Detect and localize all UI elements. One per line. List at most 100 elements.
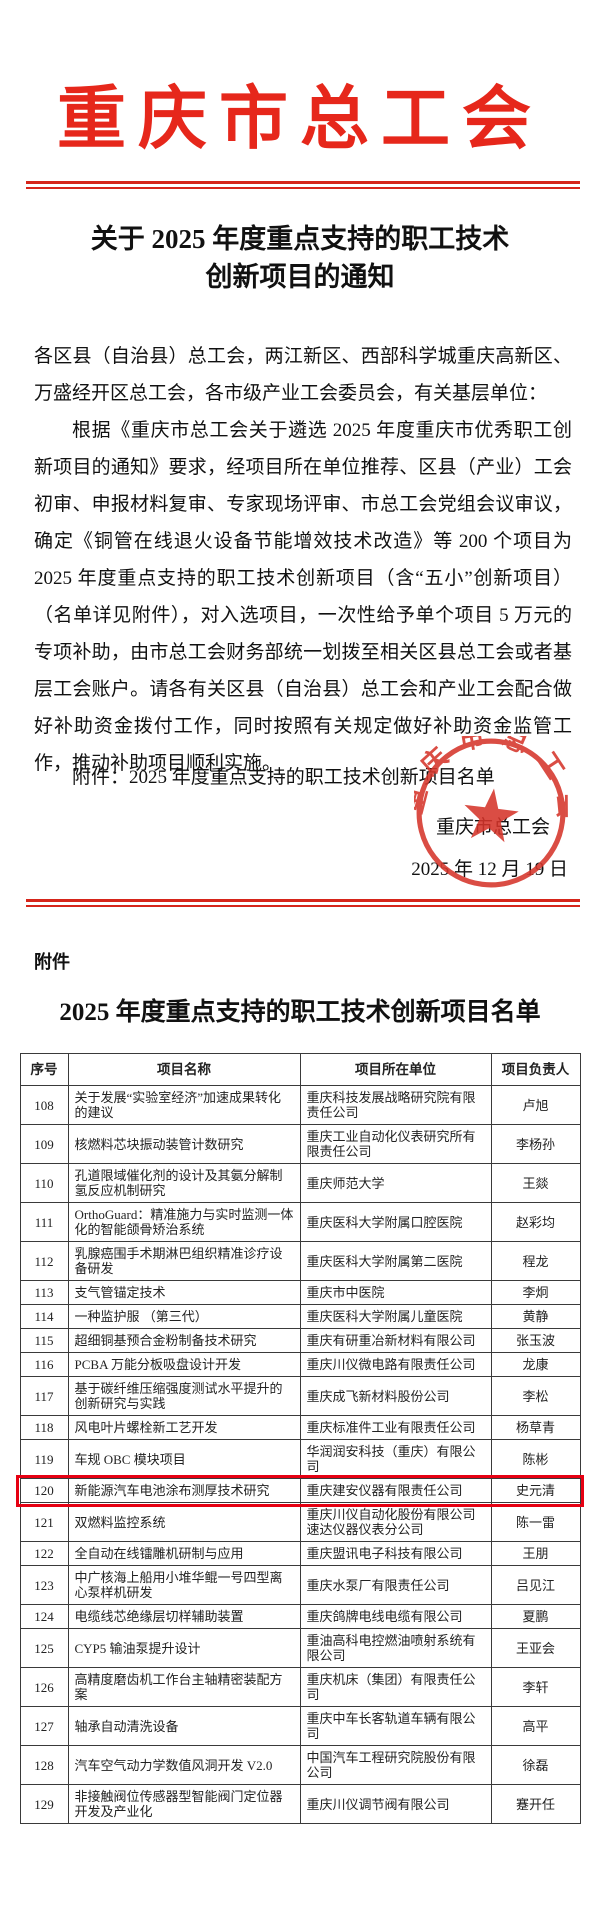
projects-table: 序号 项目名称 项目所在单位 项目负责人 108 关于发展“实验室经济”加速成果…: [16, 1053, 584, 1824]
cell-index: 126: [19, 1667, 69, 1707]
header-rule: [26, 181, 580, 189]
salutation-paragraph: 各区县（自治县）总工会，两江新区、西部科学城重庆高新区、万盛经开区总工会，各市级…: [34, 346, 572, 404]
cell-project-name: 车规 OBC 模块项目: [67, 1439, 301, 1479]
cell-unit: 重庆标准件工业有限责任公司: [299, 1415, 492, 1440]
cell-index: 123: [19, 1565, 69, 1605]
cell-unit: 重庆鸽牌电线电缆有限公司: [299, 1604, 492, 1629]
cell-project-name: 关于发展“实验室经济”加速成果转化的建议: [67, 1085, 301, 1125]
cell-leader: 徐磊: [490, 1745, 581, 1785]
col-header-leader: 项目负责人: [490, 1053, 581, 1086]
col-header-project-name: 项目名称: [67, 1053, 301, 1086]
cell-leader: 史元清: [490, 1478, 581, 1503]
cell-index: 125: [19, 1628, 69, 1668]
table-row: 108 关于发展“实验室经济”加速成果转化的建议 重庆科技发展战略研究院有限责任…: [19, 1085, 581, 1125]
cell-index: 112: [19, 1241, 69, 1281]
cell-index: 110: [19, 1163, 69, 1203]
table-row: 111 OrthoGuard：精准施力与实时监测一体化的智能颌骨矫治系统 重庆医…: [19, 1202, 581, 1242]
cell-unit: 重庆师范大学: [299, 1163, 492, 1203]
cell-index: 129: [19, 1784, 69, 1824]
cell-unit: 重庆成飞新材料股份公司: [299, 1376, 492, 1416]
projects-table-wrap: 序号 项目名称 项目所在单位 项目负责人 108 关于发展“实验室经济”加速成果…: [0, 1053, 600, 1824]
body-paragraph: 根据《重庆市总工会关于遴选 2025 年度重庆市优秀职工创新项目的通知》要求，经…: [34, 420, 572, 774]
cell-unit: 重庆医科大学附属口腔医院: [299, 1202, 492, 1242]
col-header-index: 序号: [19, 1053, 69, 1086]
table-row: 128 汽车空气动力学数值风洞开发 V2.0 中国汽车工程研究院股份有限公司 徐…: [19, 1745, 581, 1785]
cell-leader: 龙康: [490, 1352, 581, 1377]
table-row: 109 核燃料芯块振动装管计数研究 重庆工业自动化仪表研究所有限责任公司 李杨孙: [19, 1124, 581, 1164]
table-row: 124 电缆线芯绝缘层切样辅助装置 重庆鸽牌电线电缆有限公司 夏鹏: [19, 1604, 581, 1629]
cell-leader: 李杨孙: [490, 1124, 581, 1164]
cell-leader: 蹇开任: [490, 1784, 581, 1824]
col-header-unit: 项目所在单位: [299, 1053, 492, 1086]
table-row: 125 CYP5 输油泵提升设计 重油高科电控燃油喷射系统有限公司 王亚会: [19, 1628, 581, 1668]
cell-project-name: 电缆线芯绝缘层切样辅助装置: [67, 1604, 301, 1629]
cell-leader: 张玉波: [490, 1328, 581, 1353]
cell-unit: 重庆川仪自动化股份有限公司速达仪器仪表分公司: [299, 1502, 492, 1542]
cell-unit: 重庆盟讯电子科技有限公司: [299, 1541, 492, 1566]
table-row: 119 车规 OBC 模块项目 华润润安科技（重庆）有限公司 陈彬: [19, 1439, 581, 1479]
cell-leader: 王亚会: [490, 1628, 581, 1668]
cell-project-name: 双燃料监控系统: [67, 1502, 301, 1542]
cell-project-name: OrthoGuard：精准施力与实时监测一体化的智能颌骨矫治系统: [67, 1202, 301, 1242]
cell-index: 124: [19, 1604, 69, 1629]
cell-project-name: 支气管锚定技术: [67, 1280, 301, 1305]
document-title: 关于 2025 年度重点支持的职工技术 创新项目的通知: [0, 220, 600, 296]
cell-unit: 重庆建安仪器有限责任公司: [299, 1478, 492, 1503]
table-row: 118 风电叶片螺栓新工艺开发 重庆标准件工业有限责任公司 杨草青: [19, 1415, 581, 1440]
cell-project-name: 新能源汽车电池涂布测厚技术研究: [67, 1478, 301, 1503]
cell-leader: 卢旭: [490, 1085, 581, 1125]
table-row: 126 高精度磨齿机工作台主轴精密装配方案 重庆机床（集团）有限责任公司 李轩: [19, 1667, 581, 1707]
cell-project-name: 风电叶片螺栓新工艺开发: [67, 1415, 301, 1440]
cell-project-name: 中广核海上船用小堆华鲲一号四型离心泵样机研发: [67, 1565, 301, 1605]
table-row: 120 新能源汽车电池涂布测厚技术研究 重庆建安仪器有限责任公司 史元清: [16, 1474, 584, 1507]
org-header-title: 重庆市总工会: [57, 81, 543, 157]
cell-unit: 重庆有研重冶新材料有限公司: [299, 1328, 492, 1353]
table-row: 129 非接触阀位传感器型智能阀门定位器开发及产业化 重庆川仪调节阀有限公司 蹇…: [19, 1784, 581, 1824]
cell-unit: 重庆川仪调节阀有限公司: [299, 1784, 492, 1824]
cell-project-name: PCBA 万能分板吸盘设计开发: [67, 1352, 301, 1377]
cell-project-name: 孔道限域催化剂的设计及其氨分解制氢反应机制研究: [67, 1163, 301, 1203]
cell-leader: 陈彬: [490, 1439, 581, 1479]
table-row: 127 轴承自动清洗设备 重庆中车长客轨道车辆有限公司 高平: [19, 1706, 581, 1746]
cell-unit: 重庆机床（集团）有限责任公司: [299, 1667, 492, 1707]
table-row: 122 全自动在线镭雕机研制与应用 重庆盟讯电子科技有限公司 王朋: [19, 1541, 581, 1566]
attachment-note: 附件：2025 年度重点支持的职工技术创新项目名单: [72, 767, 495, 788]
cell-unit: 重庆工业自动化仪表研究所有限责任公司: [299, 1124, 492, 1164]
table-row: 116 PCBA 万能分板吸盘设计开发 重庆川仪微电路有限责任公司 龙康: [19, 1352, 581, 1377]
cell-leader: 赵彩均: [490, 1202, 581, 1242]
cell-project-name: 非接触阀位传感器型智能阀门定位器开发及产业化: [67, 1784, 301, 1824]
cell-unit: 重庆川仪微电路有限责任公司: [299, 1352, 492, 1377]
cell-leader: 程龙: [490, 1241, 581, 1281]
cell-project-name: 轴承自动清洗设备: [67, 1706, 301, 1746]
cell-unit: 重庆医科大学附属儿童医院: [299, 1304, 492, 1329]
cell-index: 108: [19, 1085, 69, 1125]
cell-index: 111: [19, 1202, 69, 1242]
cell-index: 128: [19, 1745, 69, 1785]
document-title-line1: 关于 2025 年度重点支持的职工技术: [90, 224, 510, 254]
cell-project-name: 一种监护服 （第三代）: [67, 1304, 301, 1329]
cell-leader: 王朋: [490, 1541, 581, 1566]
cell-leader: 高平: [490, 1706, 581, 1746]
cell-index: 114: [19, 1304, 69, 1329]
cell-project-name: 超细铜基预合金粉制备技术研究: [67, 1328, 301, 1353]
cell-index: 121: [19, 1502, 69, 1542]
cell-leader: 杨草青: [490, 1415, 581, 1440]
cell-unit: 重庆市中医院: [299, 1280, 492, 1305]
cell-project-name: 全自动在线镭雕机研制与应用: [67, 1541, 301, 1566]
table-row: 114 一种监护服 （第三代） 重庆医科大学附属儿童医院 黄静: [19, 1304, 581, 1329]
cell-index: 120: [19, 1478, 69, 1503]
cell-leader: 李炯: [490, 1280, 581, 1305]
cell-unit: 华润润安科技（重庆）有限公司: [299, 1439, 492, 1479]
cell-index: 113: [19, 1280, 69, 1305]
table-row: 117 基于碳纤维压缩强度测试水平提升的创新研究与实践 重庆成飞新材料股份公司 …: [19, 1376, 581, 1416]
table-header-row: 序号 项目名称 项目所在单位 项目负责人: [19, 1053, 581, 1086]
cell-leader: 吕见江: [490, 1565, 581, 1605]
signature-date: 2025 年 12 月 19 日: [411, 859, 568, 880]
cell-leader: 李松: [490, 1376, 581, 1416]
table-body: 108 关于发展“实验室经济”加速成果转化的建议 重庆科技发展战略研究院有限责任…: [16, 1085, 584, 1824]
cell-project-name: 高精度磨齿机工作台主轴精密装配方案: [67, 1667, 301, 1707]
footer-rule: [26, 899, 580, 907]
table-row: 110 孔道限域催化剂的设计及其氨分解制氢反应机制研究 重庆师范大学 王燚: [19, 1163, 581, 1203]
cell-index: 116: [19, 1352, 69, 1377]
signature-org: 重庆市总工会: [435, 817, 550, 838]
